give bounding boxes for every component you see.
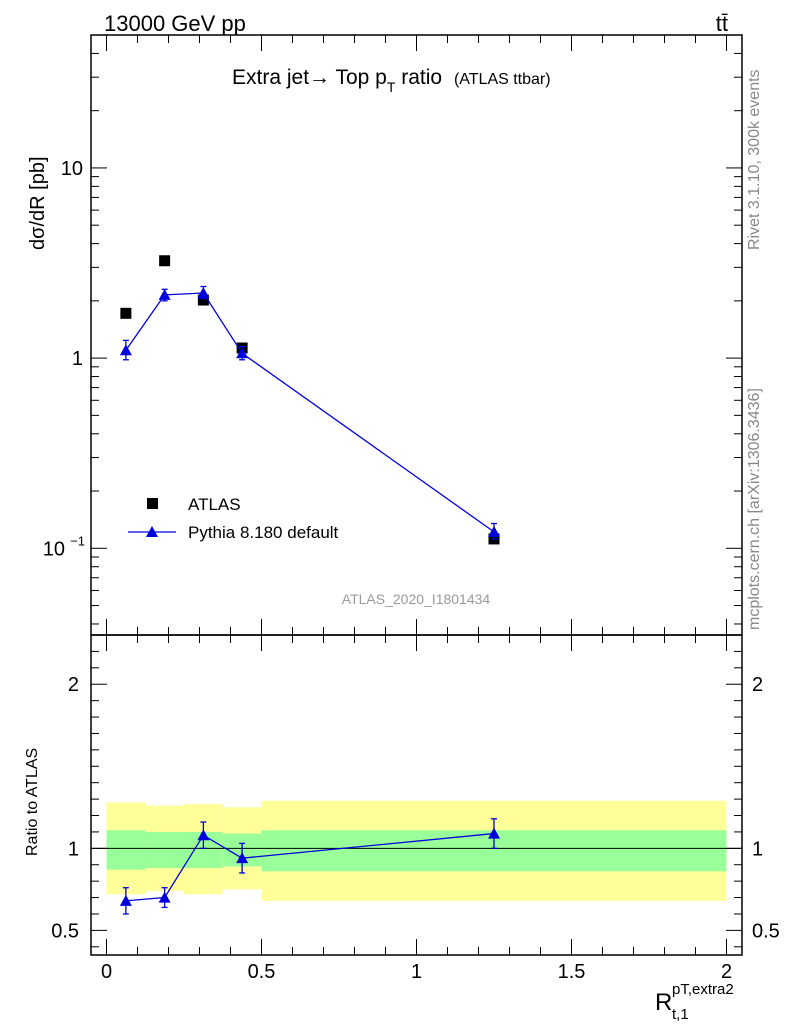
atlas-point [197,294,209,306]
xtick-label: 2 [721,961,732,983]
uncertainty-band-green [106,830,146,870]
process-label: tt̄ [716,11,728,36]
ratio-ylabel: Ratio to ATLAS [24,748,41,856]
xlabel-sub: t,1 [672,1006,689,1023]
main-panel: 10 −1 1 10 Extra jet→ Top pT ratio (ATLAS t… [27,34,743,636]
atlas-point [159,255,171,267]
legend-pythia-label: Pythia 8.180 default [188,523,339,542]
ratio-xtick-labels: 0 0.5 1 1.5 2 [101,961,732,983]
pythia-point [488,525,500,537]
main-ytick-exponent: −1 [70,533,85,548]
main-ytick-label: 10 [43,538,65,560]
plot-title-main: Extra jet→ Top p [232,66,387,89]
xtick-label: 0.5 [248,961,276,983]
plot-title-tail: ratio [395,66,442,89]
xtick-label: 1.5 [558,961,586,983]
pythia-point [197,286,210,298]
ratio-ytick-label-right: 0.5 [752,920,780,942]
ratio-frame [90,634,743,956]
main-ytick-label: 1 [72,348,83,370]
ratio-ytick-label-left: 1 [68,838,79,860]
atlas-point [120,307,132,319]
ratio-bands [91,800,742,901]
xlabel-main: R [655,989,672,1016]
legend-pythia-marker [146,526,158,537]
uncertainty-band-green [145,831,184,869]
ratio-ytick-label-left: 2 [68,674,79,696]
plot-title: Extra jet→ Top pT ratio (ATLAS ttbar) [232,66,551,95]
ratio-pythia-point [158,891,171,903]
ratio-pythia-point [197,829,210,841]
main-data [119,255,500,545]
xlabel-sup: pT,extra2 [672,981,734,998]
ratio-pythia-point [236,852,249,864]
ratio-ytick-label-left: 0.5 [51,920,79,942]
pythia-point [158,288,171,300]
mcplots-label: mcplots.cern.ch [arXiv:1306.3436] [746,388,763,630]
ratio-data [119,818,500,915]
pythia-point [119,344,132,356]
ratio-panel: 0.5 0.5 1 1 2 2 0 0.5 1 1.5 2 Ratio to ATLAS R pT… [24,634,780,1023]
ratio-ytick-label-right: 1 [752,838,763,860]
xtick-label: 1 [411,961,422,983]
ratio-pythia-point [488,827,500,839]
analysis-id: ATLAS_2020_I1801434 [342,591,491,607]
energy-label: 13000 GeV pp [104,11,246,36]
ratio-ticks [91,635,742,955]
pythia-line [125,292,495,533]
rivet-label: Rivet 3.1.10, 300k events [746,69,763,250]
legend-atlas-marker [147,498,158,509]
pythia-point [236,347,249,359]
ratio-pythia-point [119,894,132,906]
legend: ATLAS Pythia 8.180 default [128,495,339,542]
xlabel: R [655,989,672,1016]
plot-title-note: (ATLAS ttbar) [454,71,551,88]
ratio-ytick-label-right: 2 [752,674,763,696]
legend-atlas-label: ATLAS [188,495,241,514]
main-ticks [91,34,742,635]
xtick-label: 0 [101,961,112,983]
main-ytick-label: 10 [61,158,83,180]
main-ylabel: dσ/dR [pb] [27,156,49,250]
ratio-ytick-labels: 0.5 0.5 1 1 2 2 [51,674,780,942]
plot-title-sub: T [387,79,396,95]
main-frame [90,34,743,636]
main-ytick-labels: 10 −1 1 10 [43,158,85,560]
